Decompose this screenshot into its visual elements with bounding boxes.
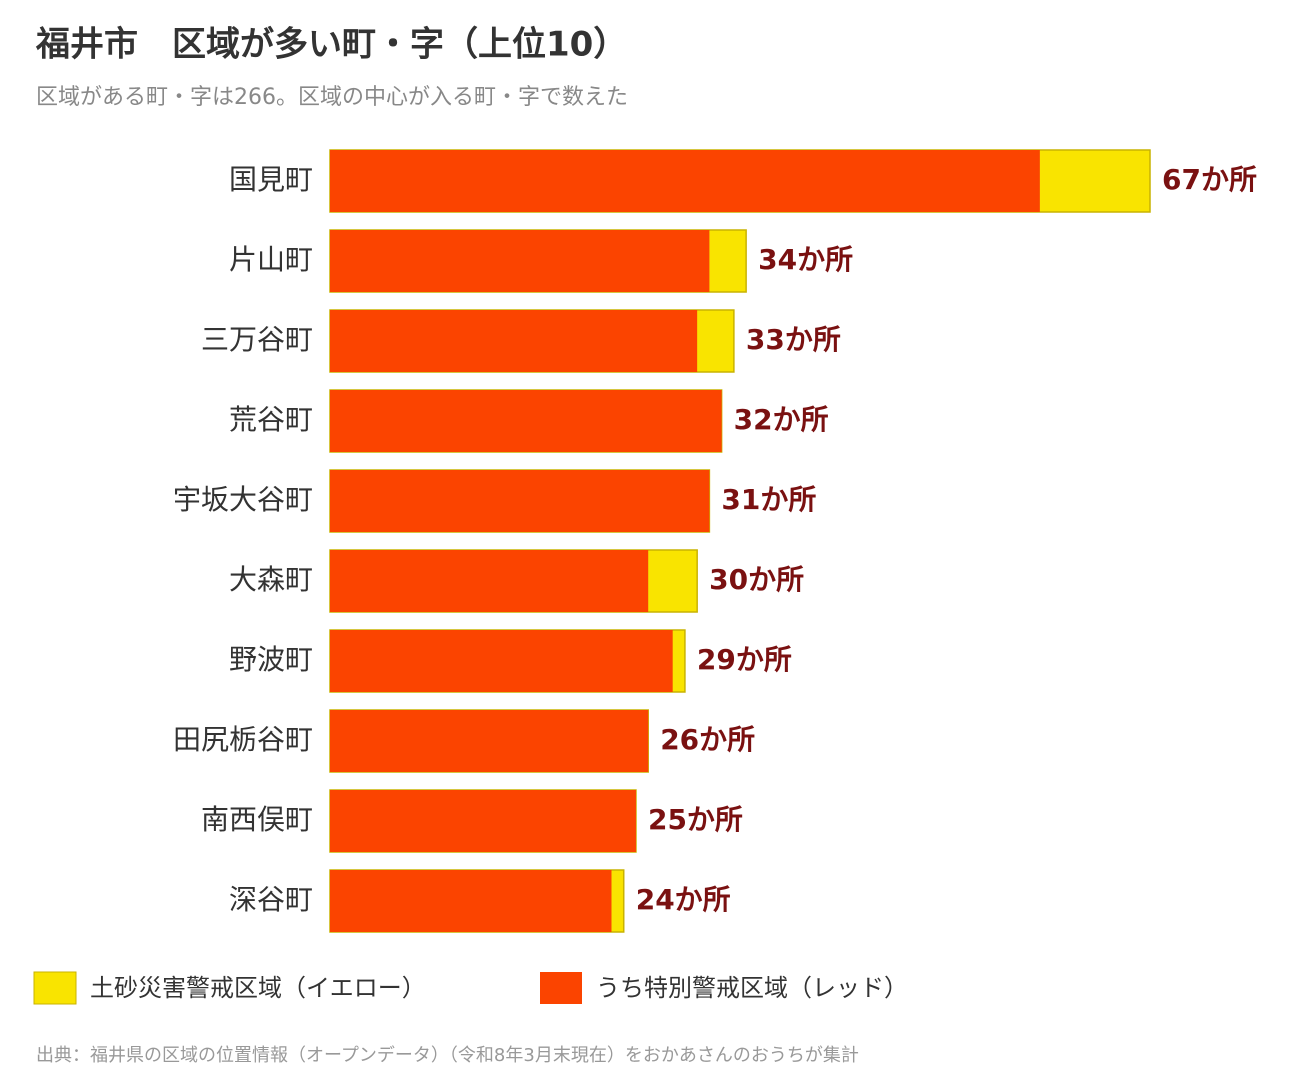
value-label: 67か所 <box>1162 163 1257 196</box>
bar-red <box>330 310 698 372</box>
category-label: 野波町 <box>229 643 313 676</box>
bar-red <box>330 470 710 532</box>
legend-swatch <box>540 972 582 1004</box>
legend-label: 土砂災害警戒区域（イエロー） <box>90 974 426 1002</box>
bar-red <box>330 790 636 852</box>
category-label: 南西俣町 <box>201 803 313 836</box>
bar-red <box>330 150 1040 212</box>
value-label: 24か所 <box>636 883 731 916</box>
value-label: 32か所 <box>734 403 829 436</box>
category-label: 国見町 <box>229 163 313 196</box>
category-label: 田尻栃谷町 <box>173 723 313 756</box>
category-label: 大森町 <box>229 563 313 596</box>
category-label: 宇坂大谷町 <box>173 483 313 516</box>
bar-red <box>330 550 649 612</box>
category-label: 荒谷町 <box>229 403 313 436</box>
value-label: 33か所 <box>746 323 841 356</box>
source-note: 出典：福井県の区域の位置情報（オープンデータ）（令和8年3月末現在）をおかあさん… <box>36 1045 859 1066</box>
category-label: 深谷町 <box>229 883 313 916</box>
value-label: 25か所 <box>648 803 743 836</box>
bar-red <box>330 630 673 692</box>
legend-swatch <box>33 971 77 1005</box>
value-label: 26か所 <box>660 723 755 756</box>
bar-red <box>330 870 612 932</box>
bar-red <box>330 710 649 772</box>
chart-title: 福井市 区域が多い町・字（上位10） <box>35 25 627 65</box>
bar-red <box>330 230 710 292</box>
legend-label: うち特別警戒区域（レッド） <box>596 974 908 1002</box>
bar-red <box>330 390 722 452</box>
value-label: 29か所 <box>697 643 792 676</box>
category-label: 三万谷町 <box>201 323 313 356</box>
value-label: 34か所 <box>758 243 853 276</box>
category-label: 片山町 <box>229 243 313 276</box>
value-label: 30か所 <box>709 563 804 596</box>
chart-subtitle: 区域がある町・字は266。区域の中心が入る町・字で数えた <box>36 85 628 110</box>
value-label: 31か所 <box>721 483 816 516</box>
